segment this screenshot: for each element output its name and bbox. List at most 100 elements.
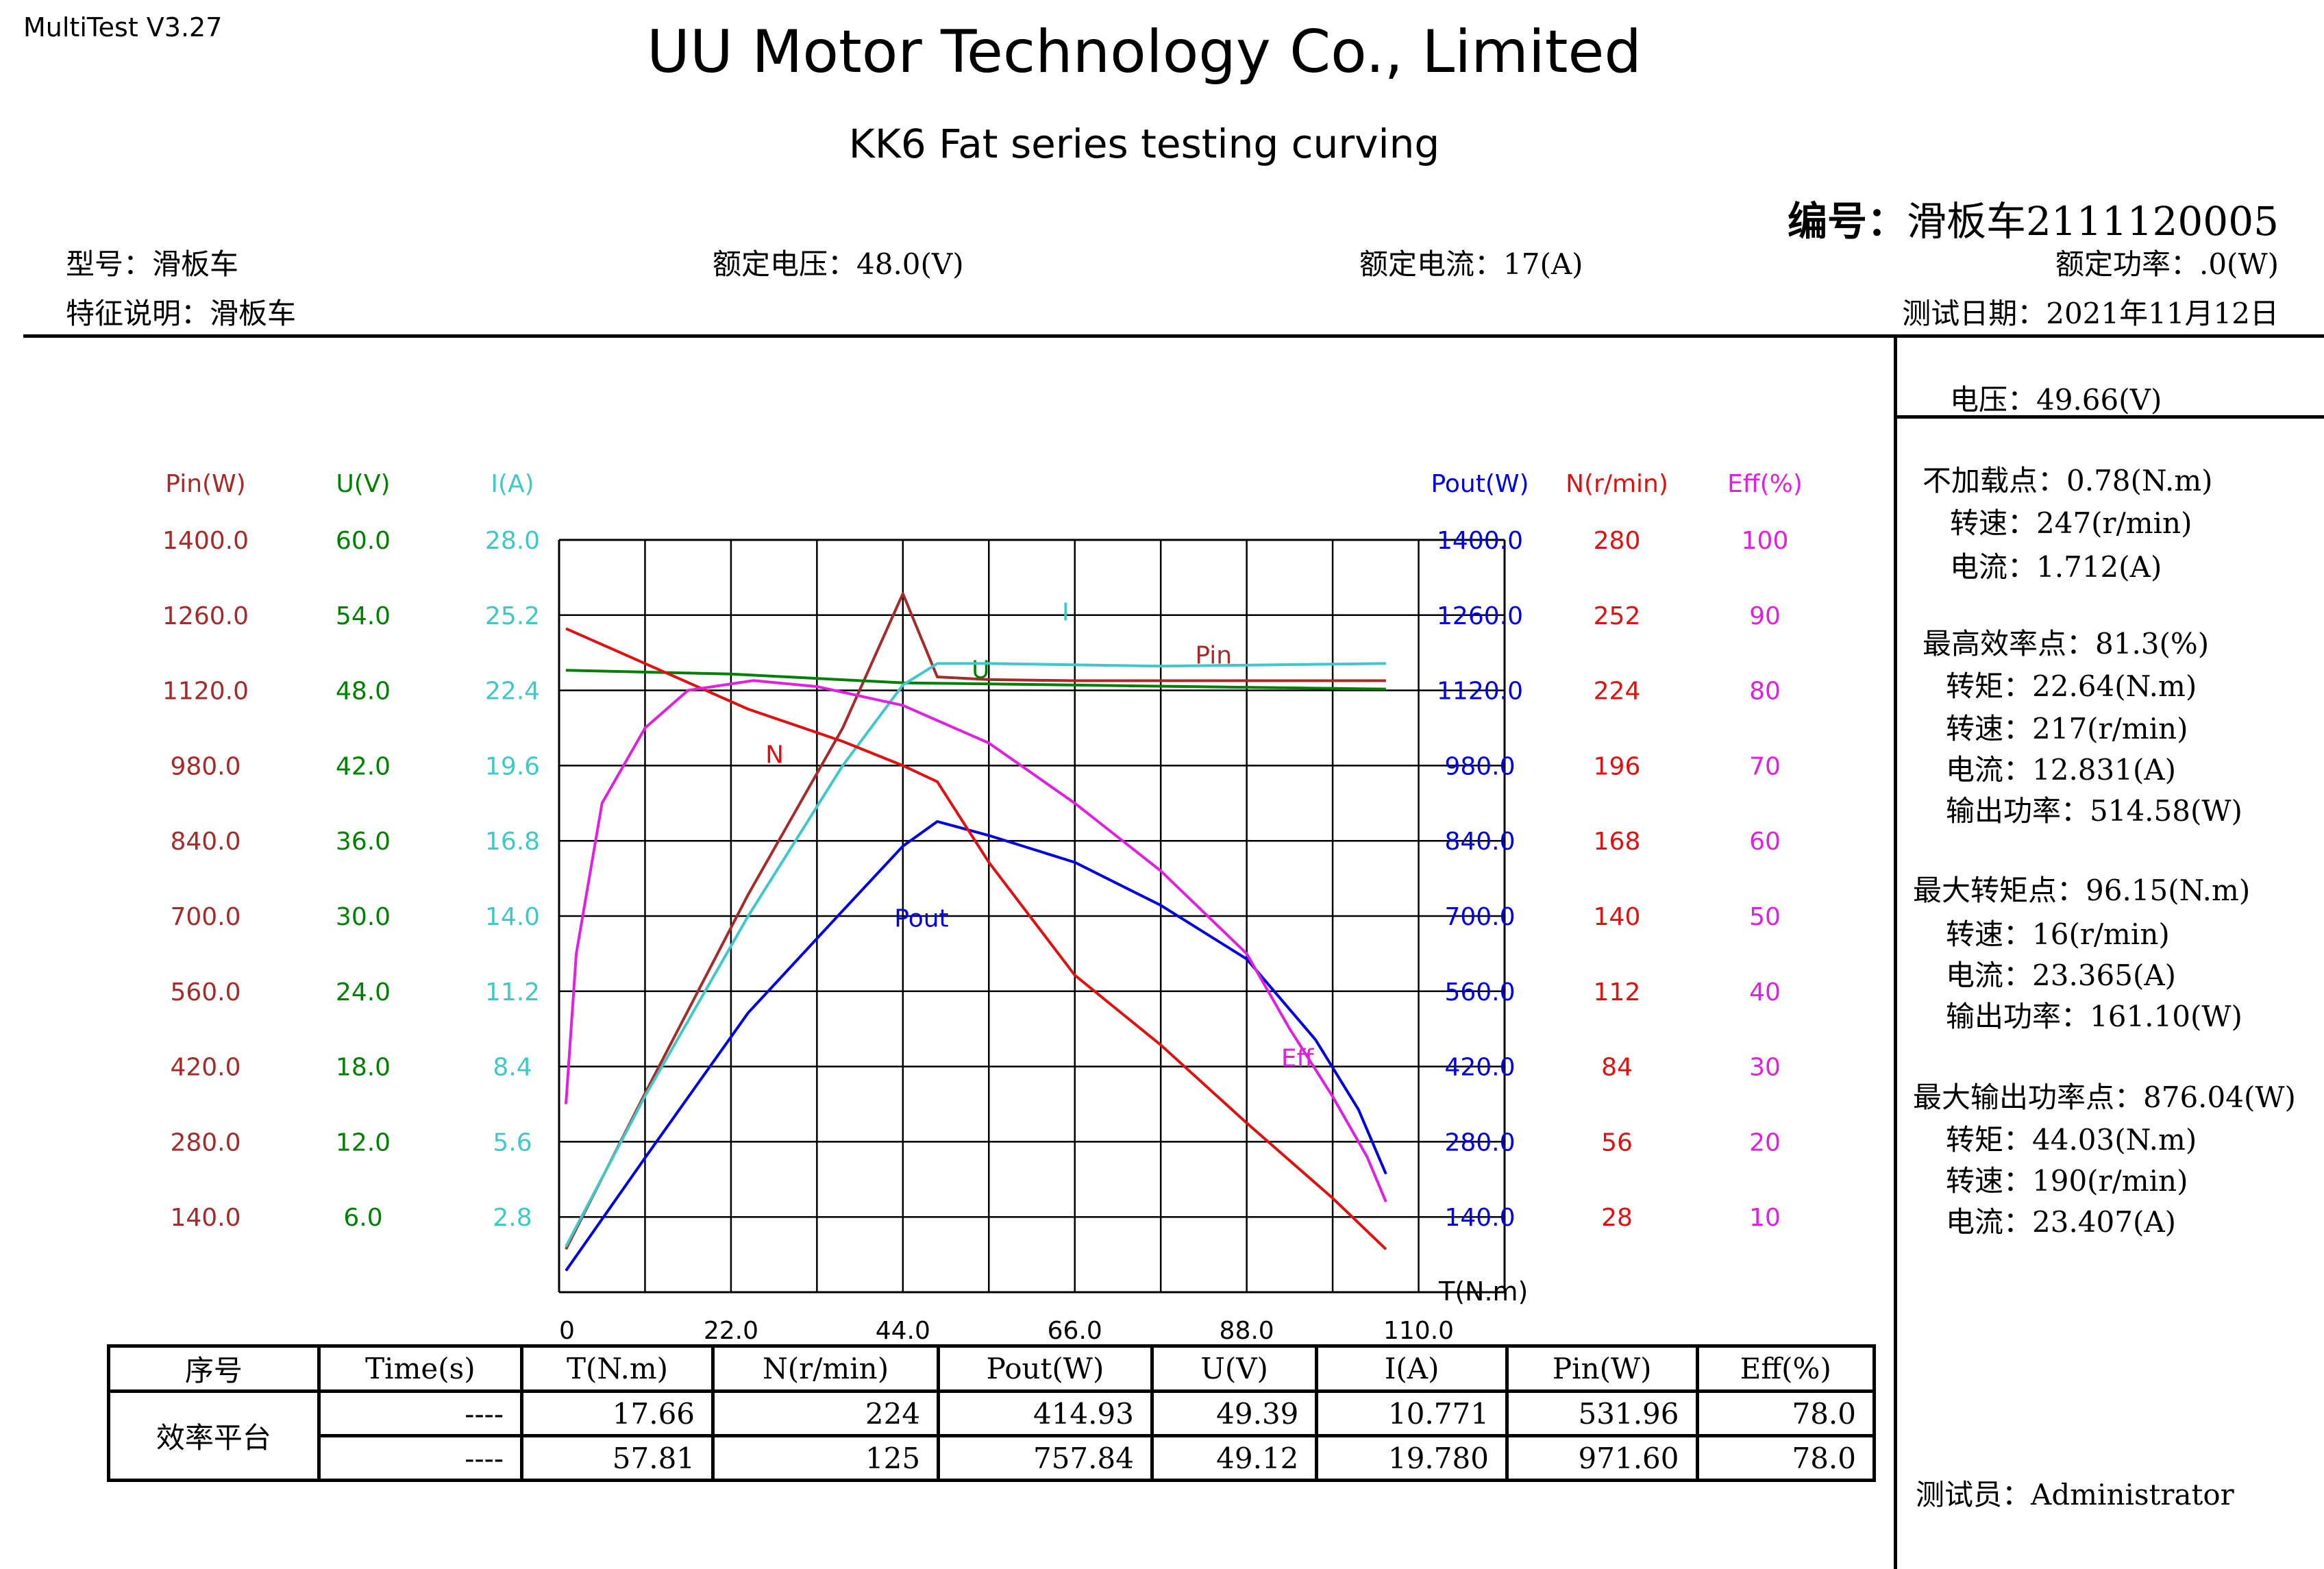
tick-label-n: 224	[1594, 678, 1641, 706]
max-output-speed: 转速：190(r/min)	[1946, 1164, 2188, 1198]
axis-title-u: U(V)	[336, 470, 390, 498]
feature-field: 特征说明：滑板车	[66, 297, 297, 330]
x-tick-label: 110.0	[1383, 1317, 1454, 1343]
company-title: UU Motor Technology Co., Limited	[646, 18, 1642, 86]
serial-value: 滑板车2111120005	[1906, 198, 2279, 245]
tick-label-n: 252	[1594, 602, 1641, 630]
tick-label-pout: 140.0	[1444, 1204, 1515, 1232]
tick-label-pout: 560.0	[1444, 978, 1515, 1006]
serial-label: 编号：	[1787, 198, 1907, 245]
sidebar-voltage-divider	[1897, 415, 2324, 419]
header-divider	[23, 334, 2324, 338]
tick-label-pout: 980.0	[1444, 752, 1515, 780]
tick-label-pin: 280.0	[170, 1128, 240, 1157]
tick-label-n: 112	[1594, 978, 1641, 1006]
table-cell: ----	[317, 1389, 524, 1437]
tick-label-pin: 560.0	[170, 978, 240, 1006]
tick-label-i: 19.6	[485, 752, 540, 780]
col-header-voltage: U(V)	[1150, 1344, 1319, 1393]
max-torque-speed: 转速：16(r/min)	[1946, 917, 2170, 951]
test-date-field: 测试日期：2021年11月12日	[1902, 297, 2279, 330]
tick-label-i: 14.0	[485, 903, 540, 931]
table-cell: 49.39	[1150, 1389, 1319, 1437]
tick-label-i: 16.8	[485, 828, 540, 856]
tick-label-n: 140	[1594, 903, 1641, 931]
tick-label-pout: 420.0	[1444, 1054, 1515, 1082]
col-header-speed: N(r/min)	[711, 1344, 941, 1393]
tick-label-u: 60.0	[336, 527, 391, 555]
table-row: 效率平台 ---- 17.66 224 414.93 49.39 10.771 …	[107, 1389, 1876, 1482]
tick-label-pin: 1400.0	[162, 527, 249, 555]
series-label-n: N	[765, 741, 784, 769]
sidebar-voltage: 电压：49.66(V)	[1950, 383, 2162, 417]
rated-current-field: 额定电流：17(A)	[1359, 247, 1583, 281]
tick-label-eff: 10	[1749, 1204, 1781, 1232]
noload-title: 不加载点：0.78(N.m)	[1923, 464, 2213, 497]
table-header-row: 序号 Time(s) T(N.m) N(r/min) Pout(W) U(V) …	[107, 1344, 1876, 1393]
tick-label-pin: 140.0	[170, 1204, 240, 1232]
tick-label-i: 25.2	[485, 602, 540, 630]
tick-label-i: 22.4	[485, 678, 540, 706]
tick-label-u: 36.0	[336, 828, 391, 856]
table-cell: 125	[711, 1434, 941, 1482]
tick-label-pin: 420.0	[170, 1054, 240, 1082]
tick-label-n: 196	[1594, 752, 1641, 780]
col-header-pout: Pout(W)	[937, 1344, 1154, 1393]
table-cell: 414.93	[937, 1389, 1154, 1437]
tick-label-n: 56	[1601, 1128, 1633, 1157]
platform-label: 效率平台	[107, 1389, 321, 1482]
tick-label-u: 6.0	[343, 1204, 382, 1232]
series-line-n	[565, 627, 1387, 1250]
tick-label-i: 11.2	[485, 978, 540, 1006]
tick-label-pout: 280.0	[1444, 1128, 1515, 1157]
rated-power-field: 额定功率：.0(W)	[2055, 247, 2279, 281]
tick-label-u: 24.0	[336, 978, 391, 1006]
max-output-title: 最大输出功率点：876.04(W)	[1913, 1080, 2296, 1114]
tick-label-eff: 100	[1742, 527, 1789, 555]
tick-label-i: 28.0	[485, 527, 540, 555]
table-cell: 78.0	[1695, 1434, 1876, 1482]
tester-name: 测试员：Administrator	[1916, 1478, 2234, 1511]
tick-label-n: 168	[1594, 828, 1641, 856]
tick-label-i: 5.6	[493, 1128, 532, 1157]
col-header-torque: T(N.m)	[520, 1344, 715, 1393]
col-header-index: 序号	[107, 1344, 321, 1393]
x-tick-label: 66.0	[1048, 1317, 1102, 1343]
tick-label-u: 30.0	[336, 903, 391, 931]
app-version: MultiTest V3.27	[23, 12, 223, 42]
serial-number: 编号：滑板车2111120005	[1788, 189, 2279, 247]
series-label-pout: Pout	[894, 905, 948, 933]
tick-label-u: 18.0	[336, 1054, 391, 1082]
col-header-eff: Eff(%)	[1695, 1344, 1876, 1393]
x-axis-title: T(N.m)	[1438, 1276, 1528, 1307]
tick-label-pin: 980.0	[170, 752, 240, 780]
table-cell: 57.81	[520, 1434, 715, 1482]
tick-label-u: 48.0	[336, 678, 391, 706]
tick-label-pout: 1400.0	[1437, 527, 1523, 555]
axis-title-pin: Pin(W)	[165, 470, 245, 498]
max-output-torque: 转矩：44.03(N.m)	[1946, 1123, 2197, 1157]
table-cell: 78.0	[1695, 1389, 1876, 1437]
axis-title-pout: Pout(W)	[1431, 470, 1529, 498]
axis-title-i: I(A)	[491, 470, 534, 498]
col-header-pin: Pin(W)	[1505, 1344, 1699, 1393]
tick-label-i: 8.4	[493, 1054, 532, 1082]
tick-label-eff: 60	[1749, 828, 1781, 856]
max-eff-torque: 转矩：22.64(N.m)	[1946, 669, 2197, 703]
x-tick-label: 0	[559, 1317, 575, 1343]
tick-label-pin: 700.0	[170, 903, 240, 931]
performance-chart: Pin(W) 1400.0 1260.0 1120.0 980.0 840.0 700.0 5…	[162, 470, 1803, 1343]
tick-label-pin: 840.0	[170, 828, 240, 856]
chart-subtitle: KK6 Fat series testing curving	[848, 121, 1440, 167]
sidebar-divider	[1894, 334, 1897, 1569]
tick-label-eff: 70	[1749, 752, 1781, 780]
tick-label-u: 54.0	[336, 602, 391, 630]
table-cell: 10.771	[1315, 1389, 1509, 1437]
noload-current: 电流：1.712(A)	[1950, 550, 2162, 584]
series-line-pin	[565, 592, 1386, 1250]
table-cell: 19.780	[1315, 1434, 1509, 1482]
noload-speed: 转速：247(r/min)	[1950, 506, 2192, 540]
max-output-current: 电流：23.407(A)	[1946, 1205, 2177, 1239]
tick-label-eff: 20	[1749, 1128, 1781, 1157]
max-torque-title: 最大转矩点：96.15(N.m)	[1913, 874, 2251, 907]
